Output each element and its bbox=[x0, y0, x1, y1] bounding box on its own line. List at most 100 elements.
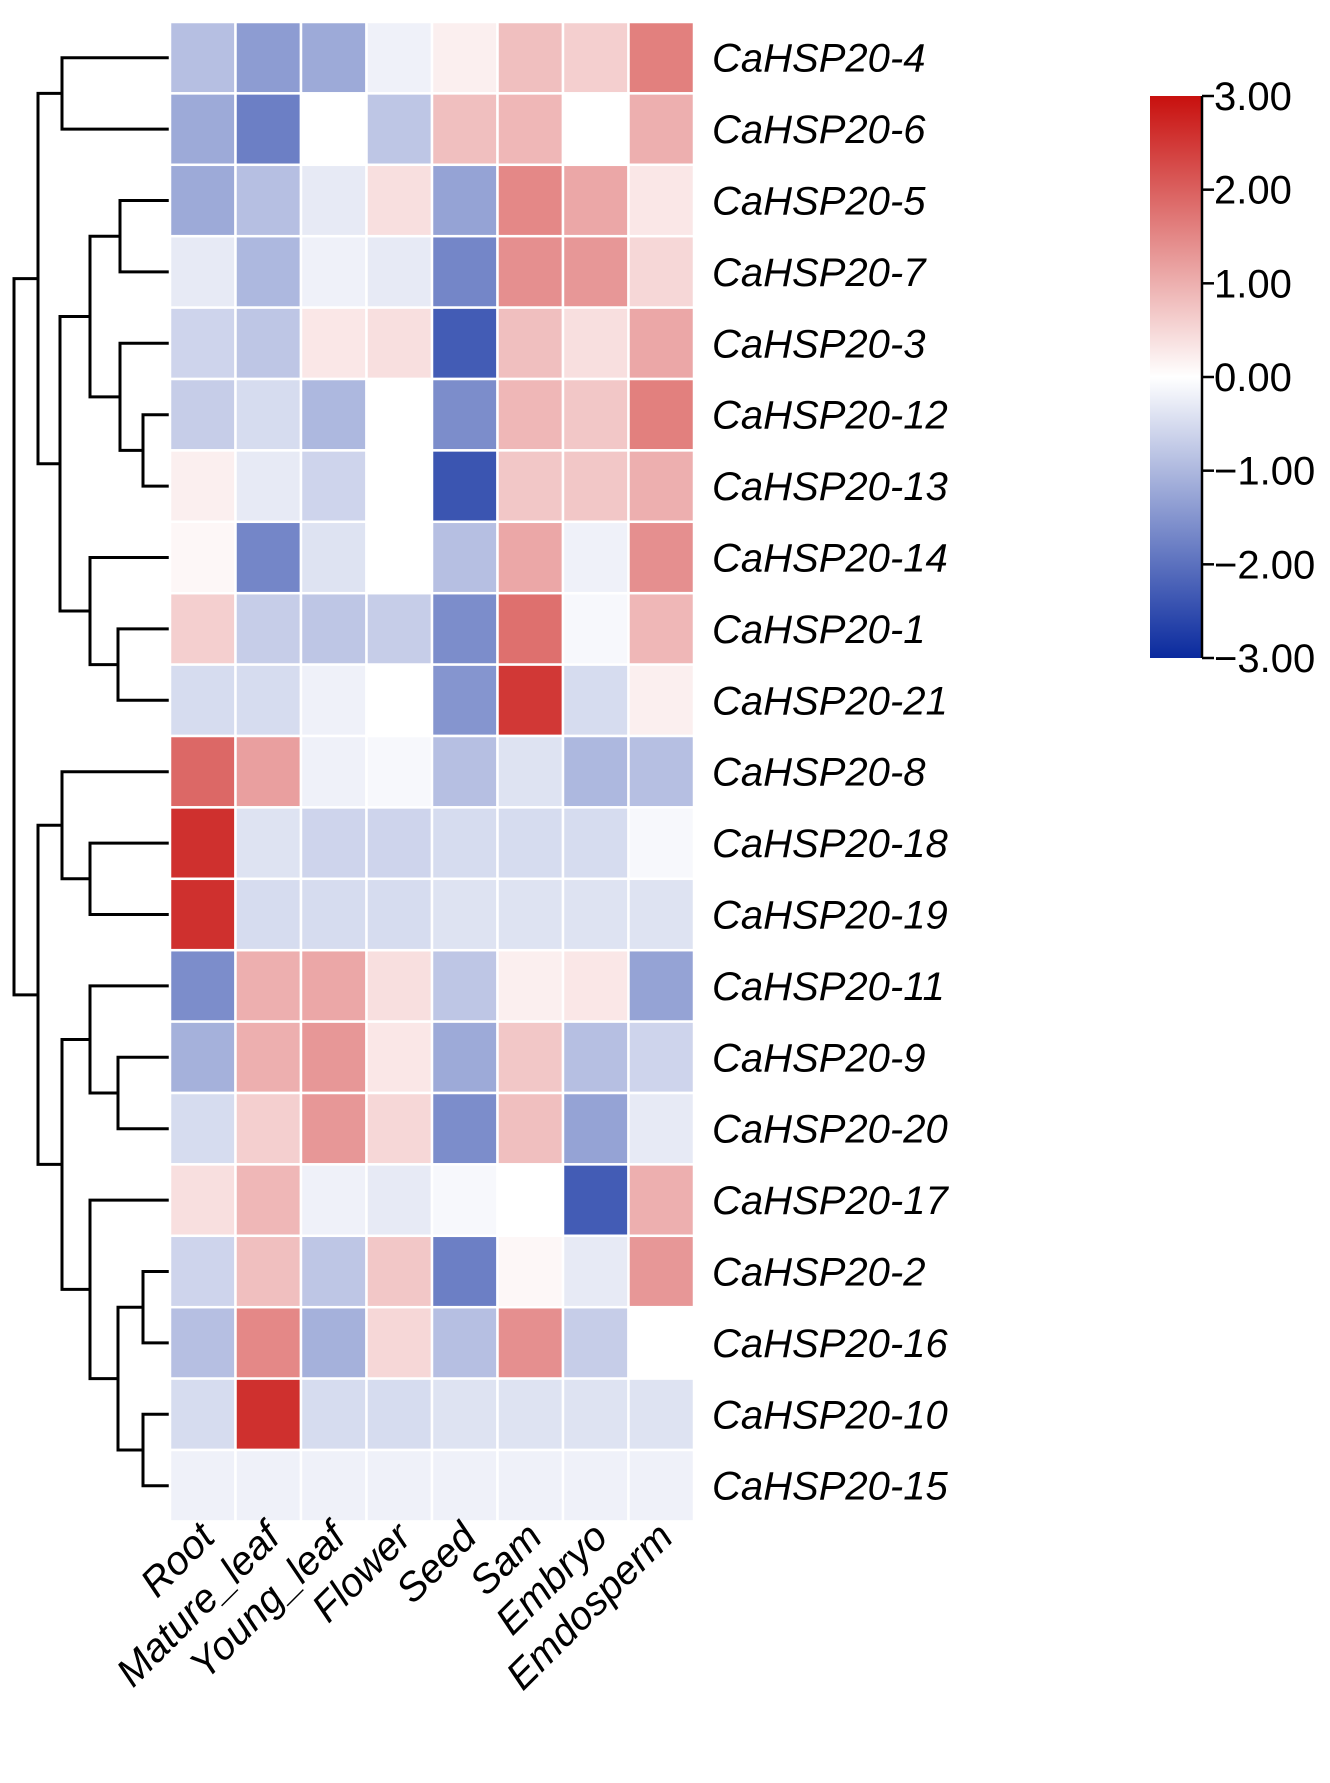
row-label: CaHSP20-13 bbox=[712, 465, 948, 509]
row-label: CaHSP20-12 bbox=[712, 394, 948, 438]
heatmap-cell bbox=[365, 1448, 434, 1523]
heatmap-cell bbox=[365, 734, 434, 809]
heatmap-cell bbox=[234, 449, 303, 524]
heatmap-cell bbox=[365, 1163, 434, 1238]
heatmap-cell bbox=[430, 877, 499, 952]
heatmap-cell bbox=[168, 234, 237, 309]
dendrogram-branch bbox=[60, 770, 170, 881]
heatmap-cell bbox=[168, 806, 237, 881]
dendrogram-branch bbox=[88, 984, 170, 1095]
heatmap-cell bbox=[561, 1448, 630, 1523]
heatmap-cell bbox=[496, 234, 565, 309]
heatmap-cell bbox=[299, 520, 368, 595]
heatmap-cell bbox=[365, 92, 434, 167]
row-label: CaHSP20-1 bbox=[712, 608, 925, 652]
color-scale-tick-label: 0.00 bbox=[1214, 356, 1292, 400]
dendrogram-branch bbox=[88, 234, 120, 399]
heatmap-cell bbox=[168, 377, 237, 452]
color-scale-tick-label: −3.00 bbox=[1214, 637, 1315, 681]
heatmap-cell bbox=[627, 948, 696, 1023]
heatmap-cell bbox=[299, 306, 368, 381]
heatmap-cell bbox=[299, 20, 368, 95]
row-label: CaHSP20-10 bbox=[712, 1393, 948, 1437]
heatmap-cell bbox=[627, 1020, 696, 1095]
heatmap-cell bbox=[496, 948, 565, 1023]
row-label: CaHSP20-19 bbox=[712, 894, 948, 938]
heatmap-cell bbox=[561, 92, 630, 167]
heatmap-cell bbox=[234, 1020, 303, 1095]
heatmap-cell bbox=[496, 1448, 565, 1523]
heatmap-cell bbox=[496, 1234, 565, 1309]
heatmap-cell bbox=[561, 806, 630, 881]
dendrogram-branch bbox=[88, 556, 170, 667]
heatmap-cell bbox=[627, 1448, 696, 1523]
heatmap-cell bbox=[627, 92, 696, 167]
heatmap-cell bbox=[561, 1234, 630, 1309]
row-label: CaHSP20-16 bbox=[712, 1322, 948, 1366]
heatmap-cell bbox=[299, 591, 368, 666]
heatmap-cell bbox=[561, 377, 630, 452]
heatmap-cell bbox=[168, 1305, 237, 1380]
heatmap-cell bbox=[168, 663, 237, 738]
heatmap-cell bbox=[496, 806, 565, 881]
heatmap-cell bbox=[299, 806, 368, 881]
heatmap-cell bbox=[627, 20, 696, 95]
heatmap-cell bbox=[299, 734, 368, 809]
heatmap-cell bbox=[234, 377, 303, 452]
heatmap-cell bbox=[299, 449, 368, 524]
dendrogram-branch bbox=[116, 1305, 143, 1452]
heatmap-cell bbox=[627, 1377, 696, 1452]
heatmap-cell bbox=[168, 449, 237, 524]
dendrogram-branch bbox=[141, 413, 170, 488]
heatmap-cell bbox=[561, 663, 630, 738]
heatmap-cell bbox=[561, 948, 630, 1023]
dendrogram-branch bbox=[141, 1270, 170, 1345]
heatmap-cell bbox=[234, 20, 303, 95]
heatmap-cell bbox=[365, 1020, 434, 1095]
heatmap-cell bbox=[430, 377, 499, 452]
row-label: CaHSP20-3 bbox=[712, 322, 925, 366]
heatmap-cell bbox=[168, 20, 237, 95]
dendrogram-branch bbox=[141, 1412, 170, 1488]
heatmap-cell bbox=[561, 1305, 630, 1380]
heatmap-cell bbox=[168, 520, 237, 595]
row-label: CaHSP20-17 bbox=[712, 1179, 949, 1223]
heatmap-cell bbox=[234, 1091, 303, 1166]
color-scale-bar bbox=[1150, 96, 1202, 658]
heatmap-cell bbox=[496, 1377, 565, 1452]
heatmap-cell bbox=[365, 163, 434, 238]
row-label: CaHSP20-5 bbox=[712, 180, 926, 224]
heatmap-cell bbox=[234, 306, 303, 381]
row-label: CaHSP20-2 bbox=[712, 1251, 925, 1295]
heatmap-cell bbox=[627, 663, 696, 738]
heatmap-cell bbox=[299, 92, 368, 167]
heatmap-cell bbox=[234, 591, 303, 666]
heatmap-cell bbox=[365, 306, 434, 381]
heatmap-cell bbox=[496, 591, 565, 666]
heatmap-cell bbox=[365, 20, 434, 95]
color-scale-tick-label: 2.00 bbox=[1214, 169, 1292, 213]
heatmap-cell bbox=[627, 234, 696, 309]
heatmap-cell bbox=[561, 1377, 630, 1452]
dendrogram-branch bbox=[88, 1198, 170, 1381]
color-scale-tick-label: −2.00 bbox=[1214, 543, 1315, 587]
heatmap-cell bbox=[168, 92, 237, 167]
heatmap-cell bbox=[365, 520, 434, 595]
heatmap-cell bbox=[430, 1234, 499, 1309]
heatmap-cell bbox=[627, 591, 696, 666]
heatmap-cell bbox=[496, 163, 565, 238]
heatmap-cell bbox=[430, 1305, 499, 1380]
heatmap-cell bbox=[299, 377, 368, 452]
row-label: CaHSP20-7 bbox=[712, 251, 927, 295]
heatmap-cell bbox=[430, 520, 499, 595]
heatmap-cell bbox=[430, 1091, 499, 1166]
heatmap-cell bbox=[561, 306, 630, 381]
row-label: CaHSP20-4 bbox=[712, 37, 925, 81]
heatmap-cell bbox=[627, 734, 696, 809]
heatmap-cell bbox=[627, 877, 696, 952]
heatmap-cell bbox=[299, 1091, 368, 1166]
heatmap-cell bbox=[561, 877, 630, 952]
heatmap-cell bbox=[168, 1020, 237, 1095]
heatmap-cell bbox=[496, 1091, 565, 1166]
